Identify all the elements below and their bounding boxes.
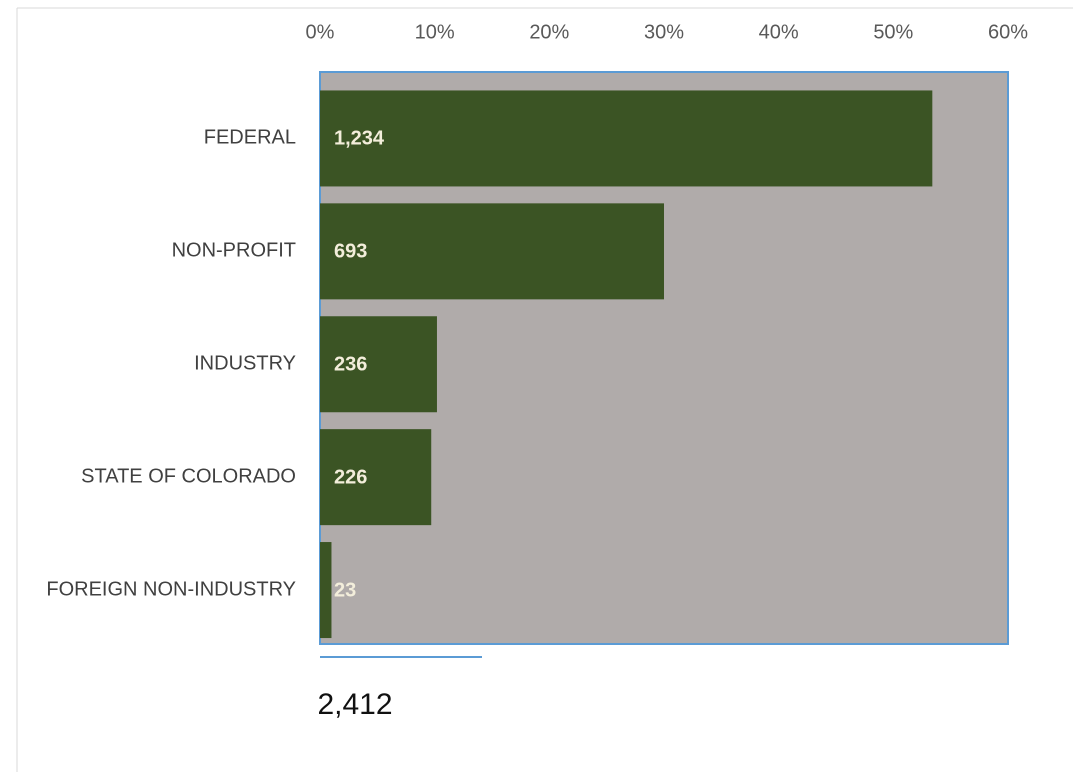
data-label: 1,234 — [334, 128, 385, 150]
x-tick-label: 20% — [529, 21, 569, 43]
x-tick-label: 60% — [988, 21, 1028, 43]
data-label: 693 — [334, 241, 367, 263]
data-label: 226 — [334, 466, 367, 488]
x-tick-label: 40% — [759, 21, 799, 43]
category-label: FOREIGN NON-INDUSTRY — [46, 578, 296, 600]
bar — [320, 316, 437, 413]
bar — [320, 542, 332, 639]
x-tick-label: 30% — [644, 21, 684, 43]
category-label: INDUSTRY — [194, 353, 296, 375]
bar — [320, 429, 432, 526]
x-tick-label: 50% — [873, 21, 913, 43]
x-tick-label: 10% — [415, 21, 455, 43]
category-label: FEDERAL — [204, 127, 296, 149]
bar — [320, 203, 664, 300]
x-tick-label: 0% — [306, 21, 335, 43]
category-label: NON-PROFIT — [172, 240, 296, 262]
data-label: 236 — [334, 354, 367, 376]
category-label: STATE OF COLORADO — [81, 465, 296, 487]
data-label: 23 — [334, 579, 356, 601]
total: 2,412 — [317, 688, 392, 721]
bar — [320, 90, 933, 187]
